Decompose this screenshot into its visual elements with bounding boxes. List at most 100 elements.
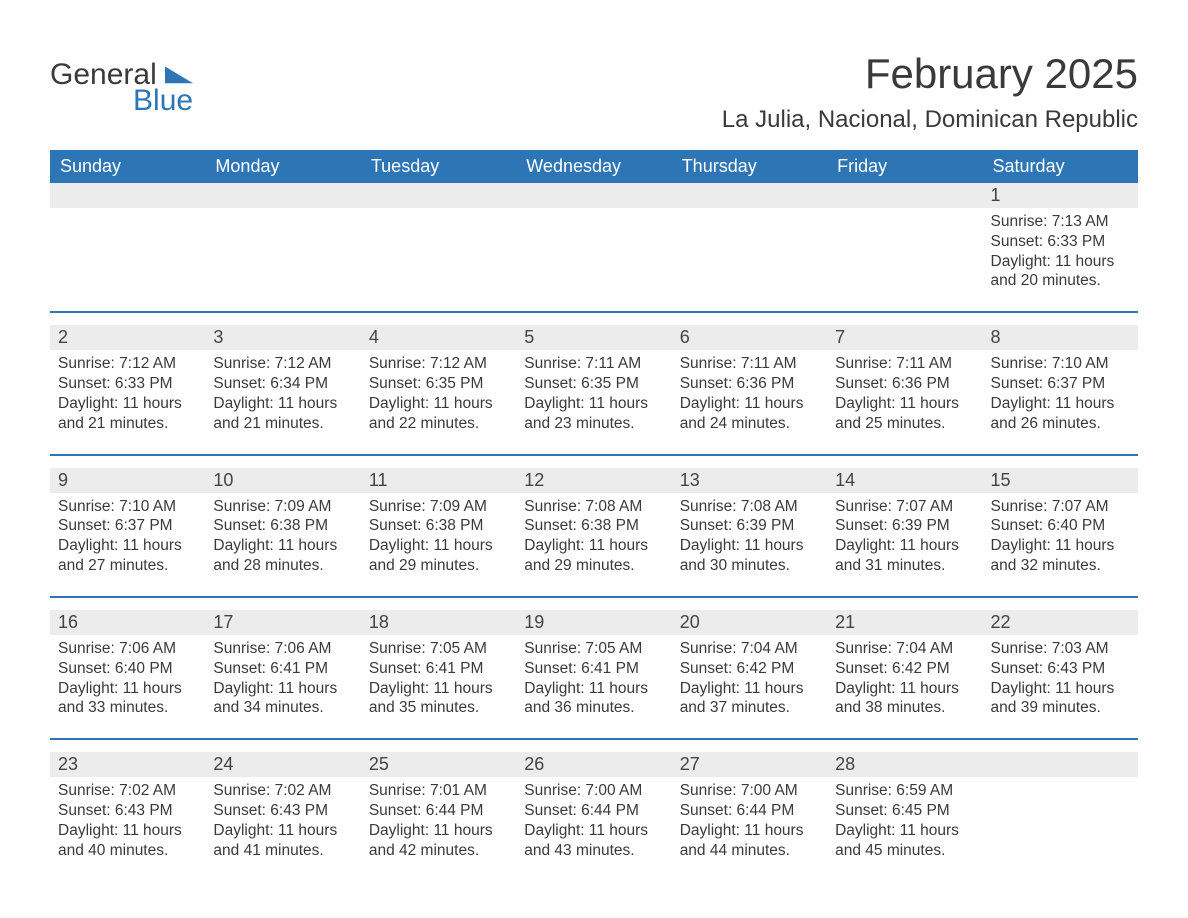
day-cell: Sunrise: 7:04 AMSunset: 6:42 PMDaylight:…: [672, 635, 827, 724]
day-number: 13: [672, 468, 827, 493]
day-number: 9: [50, 468, 205, 493]
daylight-line-1: Daylight: 11 hours: [524, 679, 663, 699]
daylight-line-2: and 29 minutes.: [524, 556, 663, 576]
day-number: 12: [516, 468, 671, 493]
day-cell: Sunrise: 7:07 AMSunset: 6:40 PMDaylight:…: [983, 493, 1138, 582]
day-cell: Sunrise: 7:11 AMSunset: 6:35 PMDaylight:…: [516, 350, 671, 439]
day-cell: Sunrise: 7:05 AMSunset: 6:41 PMDaylight:…: [516, 635, 671, 724]
sunset-line: Sunset: 6:39 PM: [680, 516, 819, 536]
sunset-line: Sunset: 6:33 PM: [991, 232, 1130, 252]
week-separator: [50, 311, 1138, 313]
sunset-line: Sunset: 6:36 PM: [680, 374, 819, 394]
daylight-line-2: and 24 minutes.: [680, 414, 819, 434]
day-cell: [205, 208, 360, 297]
day-number: 14: [827, 468, 982, 493]
daylight-line-1: Daylight: 11 hours: [213, 394, 352, 414]
day-number-row: 1: [50, 183, 1138, 208]
weekday-label: Monday: [205, 150, 360, 183]
sunset-line: Sunset: 6:43 PM: [213, 801, 352, 821]
sunrise-line: Sunrise: 7:12 AM: [369, 354, 508, 374]
day-number: 21: [827, 610, 982, 635]
week-block: 9101112131415Sunrise: 7:10 AMSunset: 6:3…: [50, 468, 1138, 582]
sunrise-line: Sunrise: 7:05 AM: [524, 639, 663, 659]
sunset-line: Sunset: 6:42 PM: [680, 659, 819, 679]
sunrise-line: Sunrise: 7:09 AM: [213, 497, 352, 517]
day-cell: [672, 208, 827, 297]
day-number: 24: [205, 752, 360, 777]
sunrise-line: Sunrise: 7:07 AM: [835, 497, 974, 517]
sunset-line: Sunset: 6:44 PM: [680, 801, 819, 821]
daylight-line-2: and 33 minutes.: [58, 698, 197, 718]
day-number: 17: [205, 610, 360, 635]
day-number: [205, 183, 360, 208]
weekday-label: Wednesday: [516, 150, 671, 183]
weekday-label: Thursday: [672, 150, 827, 183]
daylight-line-1: Daylight: 11 hours: [680, 679, 819, 699]
daylight-line-2: and 35 minutes.: [369, 698, 508, 718]
day-number: 27: [672, 752, 827, 777]
day-number: [827, 183, 982, 208]
day-number: 3: [205, 325, 360, 350]
day-cell: Sunrise: 7:04 AMSunset: 6:42 PMDaylight:…: [827, 635, 982, 724]
sunrise-line: Sunrise: 7:00 AM: [680, 781, 819, 801]
daylight-line-2: and 37 minutes.: [680, 698, 819, 718]
day-number: [361, 183, 516, 208]
location-subtitle: La Julia, Nacional, Dominican Republic: [722, 106, 1138, 134]
daylight-line-1: Daylight: 11 hours: [835, 679, 974, 699]
daylight-line-2: and 43 minutes.: [524, 841, 663, 861]
daylight-line-1: Daylight: 11 hours: [369, 394, 508, 414]
daylight-line-1: Daylight: 11 hours: [835, 394, 974, 414]
daylight-line-2: and 40 minutes.: [58, 841, 197, 861]
daylight-line-1: Daylight: 11 hours: [213, 679, 352, 699]
day-cell: Sunrise: 7:00 AMSunset: 6:44 PMDaylight:…: [516, 777, 671, 866]
daylight-line-2: and 38 minutes.: [835, 698, 974, 718]
daylight-line-2: and 32 minutes.: [991, 556, 1130, 576]
day-number-row: 16171819202122: [50, 610, 1138, 635]
sunrise-line: Sunrise: 7:01 AM: [369, 781, 508, 801]
weekday-label: Saturday: [983, 150, 1138, 183]
weekday-header-row: Sunday Monday Tuesday Wednesday Thursday…: [50, 150, 1138, 183]
daylight-line-1: Daylight: 11 hours: [524, 821, 663, 841]
sunrise-line: Sunrise: 7:04 AM: [680, 639, 819, 659]
daylight-line-1: Daylight: 11 hours: [524, 394, 663, 414]
daylight-line-2: and 26 minutes.: [991, 414, 1130, 434]
daylight-line-1: Daylight: 11 hours: [58, 394, 197, 414]
day-number: [672, 183, 827, 208]
day-cell: Sunrise: 7:11 AMSunset: 6:36 PMDaylight:…: [827, 350, 982, 439]
sunset-line: Sunset: 6:36 PM: [835, 374, 974, 394]
sunset-line: Sunset: 6:38 PM: [369, 516, 508, 536]
sunset-line: Sunset: 6:43 PM: [991, 659, 1130, 679]
daylight-line-2: and 41 minutes.: [213, 841, 352, 861]
daylight-line-1: Daylight: 11 hours: [835, 536, 974, 556]
sunrise-line: Sunrise: 7:13 AM: [991, 212, 1130, 232]
daylight-line-2: and 22 minutes.: [369, 414, 508, 434]
daylight-line-2: and 23 minutes.: [524, 414, 663, 434]
sunset-line: Sunset: 6:38 PM: [524, 516, 663, 536]
day-number: 7: [827, 325, 982, 350]
sunrise-line: Sunrise: 7:03 AM: [991, 639, 1130, 659]
day-cell: Sunrise: 7:09 AMSunset: 6:38 PMDaylight:…: [205, 493, 360, 582]
sunset-line: Sunset: 6:37 PM: [991, 374, 1130, 394]
day-cell: Sunrise: 7:08 AMSunset: 6:39 PMDaylight:…: [672, 493, 827, 582]
sunset-line: Sunset: 6:42 PM: [835, 659, 974, 679]
sunset-line: Sunset: 6:41 PM: [213, 659, 352, 679]
day-body-row: Sunrise: 7:12 AMSunset: 6:33 PMDaylight:…: [50, 350, 1138, 439]
day-number: 10: [205, 468, 360, 493]
sunset-line: Sunset: 6:38 PM: [213, 516, 352, 536]
day-number: 19: [516, 610, 671, 635]
daylight-line-2: and 44 minutes.: [680, 841, 819, 861]
day-cell: [827, 208, 982, 297]
sunrise-line: Sunrise: 7:11 AM: [524, 354, 663, 374]
daylight-line-2: and 39 minutes.: [991, 698, 1130, 718]
sunrise-line: Sunrise: 7:09 AM: [369, 497, 508, 517]
daylight-line-2: and 20 minutes.: [991, 271, 1130, 291]
sunset-line: Sunset: 6:44 PM: [524, 801, 663, 821]
week-separator: [50, 596, 1138, 598]
sunset-line: Sunset: 6:41 PM: [369, 659, 508, 679]
daylight-line-1: Daylight: 11 hours: [369, 536, 508, 556]
sunset-line: Sunset: 6:43 PM: [58, 801, 197, 821]
day-number: 4: [361, 325, 516, 350]
day-body-row: Sunrise: 7:13 AMSunset: 6:33 PMDaylight:…: [50, 208, 1138, 297]
sunrise-line: Sunrise: 7:00 AM: [524, 781, 663, 801]
sunrise-line: Sunrise: 7:08 AM: [680, 497, 819, 517]
